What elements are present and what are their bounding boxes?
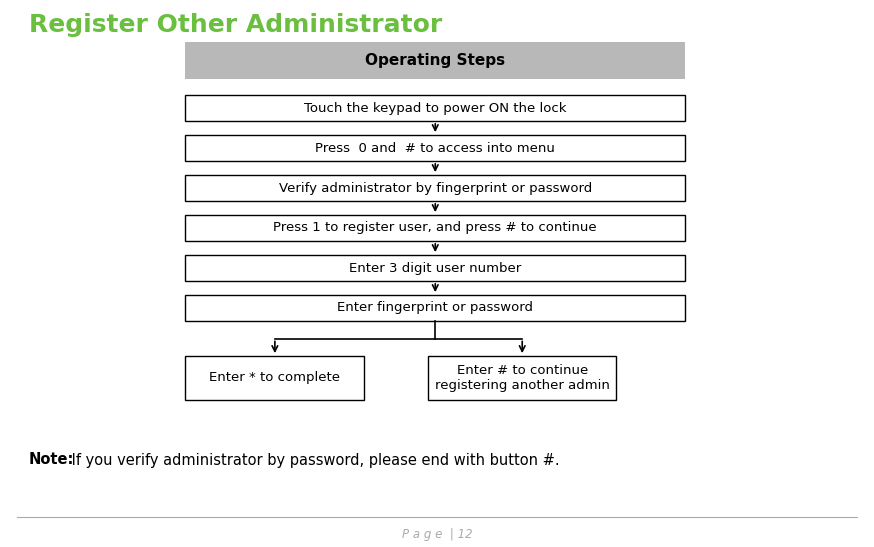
Text: P a g e  | 12: P a g e | 12	[402, 528, 472, 542]
Text: Operating Steps: Operating Steps	[365, 53, 505, 68]
Text: Press  0 and  # to access into menu: Press 0 and # to access into menu	[316, 142, 555, 154]
Bar	[185, 295, 685, 321]
Bar	[185, 42, 685, 79]
Text: Enter fingerprint or password: Enter fingerprint or password	[337, 301, 533, 315]
Text: Register Other Administrator: Register Other Administrator	[29, 13, 442, 37]
Bar	[428, 356, 616, 400]
Text: Enter 3 digit user number: Enter 3 digit user number	[349, 261, 522, 275]
Text: Verify administrator by fingerprint or password: Verify administrator by fingerprint or p…	[279, 182, 592, 195]
Bar	[185, 215, 685, 241]
Text: If you verify administrator by password, please end with button #.: If you verify administrator by password,…	[67, 452, 560, 468]
Bar	[185, 135, 685, 161]
Bar	[185, 175, 685, 201]
Text: Touch the keypad to power ON the lock: Touch the keypad to power ON the lock	[304, 102, 566, 114]
Text: Note:: Note:	[29, 452, 74, 468]
Text: Enter * to complete: Enter * to complete	[210, 371, 340, 385]
Bar	[185, 95, 685, 121]
Bar	[185, 356, 364, 400]
Bar	[185, 255, 685, 281]
Text: Enter # to continue
registering another admin: Enter # to continue registering another …	[434, 364, 610, 392]
Text: Press 1 to register user, and press # to continue: Press 1 to register user, and press # to…	[274, 222, 597, 235]
